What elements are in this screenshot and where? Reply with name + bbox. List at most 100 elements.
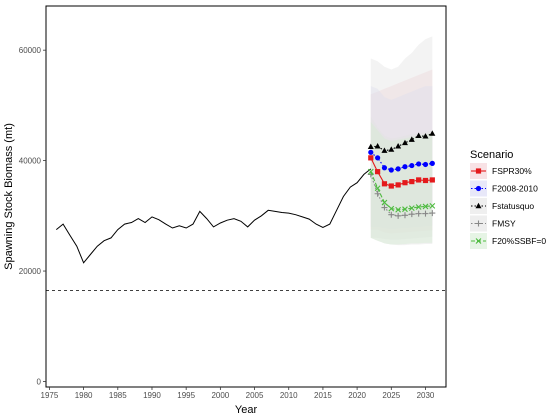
series-point-2-7 [415,132,422,138]
legend-label: F20%SSBF=0 [492,236,546,246]
y-tick-label: 0 [37,377,42,386]
series-point-4-0 [367,168,374,175]
x-axis-ticks: 1975 1980 1985 1990 1995 2000 2005 2010 2015 2020… [41,387,435,400]
legend-key-marker [475,185,482,192]
series-point-4-4 [395,206,402,213]
series-point-0-6 [409,178,415,185]
series-point-1-3 [388,167,394,173]
legend-key-marker [475,202,482,209]
legend-title: Scenario [470,149,513,161]
series-line-2 [370,133,433,152]
series-point-0-5 [402,180,408,186]
x-tick-label: 1975 [41,391,59,400]
series-point-2-5 [401,139,408,146]
series-point-0-2 [381,181,388,187]
series-point-2-1 [374,143,381,149]
series-point-1-7 [416,161,422,167]
x-tick-label: 2010 [280,391,298,400]
series-point-4-8 [422,203,429,210]
series-point-0-0 [368,155,374,161]
series-point-0-9 [429,177,435,183]
series-point-3-9 [429,210,436,217]
legend-key-marker [475,238,482,244]
legend-label: FMSY [492,219,516,229]
projection-series [367,130,436,219]
band-1 [370,86,433,230]
series-point-0-4 [395,182,401,188]
series-point-2-3 [388,146,395,152]
series-line-4 [370,171,433,211]
series-point-3-2 [381,204,388,211]
series-point-4-1 [374,185,381,192]
series-point-3-6 [408,211,415,218]
legend-label: F2008-2010 [492,184,538,194]
y-tick-label: 40000 [19,157,42,166]
historical-line [55,168,372,264]
series-1 [368,149,435,173]
x-tick-label: 2015 [314,391,332,400]
series-point-2-6 [408,136,415,142]
legend-key-marker [475,220,482,227]
series-point-1-9 [429,160,435,166]
series-point-1-0 [368,149,374,155]
x-axis-label: Year [235,404,258,416]
legend-item-0: FSPR30% [470,163,532,179]
series-line-3 [370,174,433,217]
legend-item-4: F20%SSBF=0 [470,233,546,249]
y-axis-ticks: 0 20000 40000 60000 [19,46,46,386]
legend-label: FSPR30% [492,166,532,176]
legend: FSPR30% F2008-2010 Fstatusquo FMSY F20%SSBF=… [470,163,546,249]
band-0 [370,69,433,234]
series-point-3-3 [388,211,395,218]
series-point-3-4 [395,212,402,219]
legend-item-3: FMSY [470,215,516,232]
band-3 [370,116,433,246]
series-point-4-9 [429,202,436,209]
series-point-4-7 [415,204,422,210]
confidence-bands [370,36,433,246]
band-2 [370,36,433,240]
y-axis-label: Spawning Stock Biomass (mt) [3,123,15,270]
series-point-0-8 [422,177,429,184]
x-tick-label: 1995 [177,391,195,400]
series-point-3-8 [422,210,429,217]
series-line-1 [370,151,433,171]
x-tick-label: 2025 [382,391,400,400]
series-point-4-6 [408,205,415,211]
x-tick-label: 2005 [246,391,264,400]
series-point-0-1 [375,169,381,175]
series-point-2-0 [367,143,374,150]
series-0 [368,155,435,189]
x-tick-label: 1980 [75,391,93,400]
series-point-2-8 [422,133,429,139]
series-3 [367,171,436,219]
series-point-3-5 [401,212,408,219]
legend-key-marker [475,168,482,174]
series-point-1-6 [409,162,415,169]
series-point-2-4 [395,143,402,149]
series-2 [367,130,436,153]
series-point-1-2 [381,165,388,171]
series-point-4-5 [402,206,408,213]
series-point-1-8 [422,161,429,168]
series-point-1-5 [402,164,408,170]
y-tick-label: 60000 [19,46,42,55]
series-point-4-3 [388,205,395,212]
legend-item-2: Fstatusquo [470,198,534,214]
x-tick-label: 1990 [143,391,161,400]
series-point-0-3 [388,183,394,189]
series-point-1-1 [375,155,381,161]
x-tick-label: 2000 [211,391,229,400]
y-tick-label: 20000 [19,267,42,276]
legend-label: Fstatusquo [492,201,534,211]
plot-panel-border [45,5,447,388]
series-line-0 [370,157,433,187]
series-point-3-7 [415,210,422,217]
series-point-0-7 [416,177,422,183]
series-point-4-2 [381,199,388,206]
legend-item-1: F2008-2010 [470,180,538,197]
x-tick-label: 2030 [417,391,435,400]
series-point-2-2 [381,147,388,153]
x-tick-label: 2020 [348,391,366,400]
